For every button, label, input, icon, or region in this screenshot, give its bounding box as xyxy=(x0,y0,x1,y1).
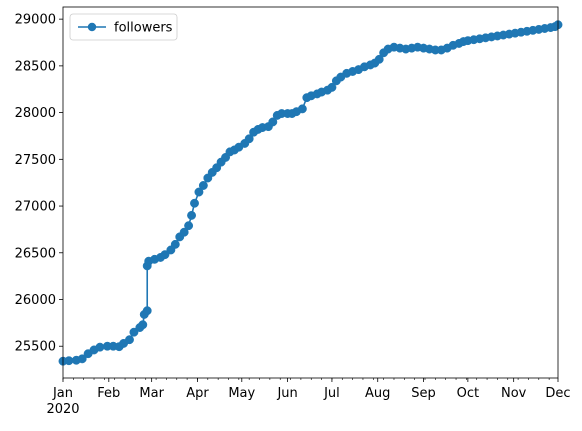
legend: followers xyxy=(69,13,178,41)
series-followers xyxy=(58,20,563,366)
y-tick-label-27500: 27500 xyxy=(15,153,56,168)
data-point xyxy=(64,356,74,366)
x-tick-label-apr: Apr xyxy=(186,386,209,401)
data-point xyxy=(187,210,197,220)
data-point xyxy=(194,187,204,197)
data-point xyxy=(327,82,337,92)
y-tick-label-25500: 25500 xyxy=(15,340,56,355)
legend-circle-marker xyxy=(87,22,97,32)
x-tick-label-jul: Jul xyxy=(323,386,340,401)
data-point xyxy=(142,306,152,316)
data-point xyxy=(297,104,307,114)
x-tick-label-sep: Sep xyxy=(411,386,436,401)
data-point xyxy=(374,54,384,64)
y-tick-label-27000: 27000 xyxy=(15,200,56,215)
data-point xyxy=(179,227,189,237)
x-tick-label-may: May xyxy=(228,386,255,401)
x-tick-label-mar: Mar xyxy=(139,386,164,401)
x-tick-label-oct: Oct xyxy=(457,386,479,401)
y-tick-label-29000: 29000 xyxy=(15,13,56,28)
data-point xyxy=(77,354,87,364)
x-year-label: 2020 xyxy=(46,402,79,417)
data-point xyxy=(95,342,105,352)
axes-layer: 25500 26000 26500 27000 27500 28000 28500 29000… xyxy=(15,13,571,417)
legend-box xyxy=(69,13,178,41)
y-tick-label-28500: 28500 xyxy=(15,59,56,74)
data-point xyxy=(190,198,199,208)
legend-label: followers xyxy=(114,21,173,36)
y-tick-label-28000: 28000 xyxy=(15,106,56,121)
x-tick-label-feb: Feb xyxy=(97,386,120,401)
data-point xyxy=(138,320,148,330)
plot-layer xyxy=(58,20,563,366)
series-line-followers xyxy=(62,24,559,362)
x-tick-label-jan: Jan xyxy=(52,386,73,401)
data-point xyxy=(268,117,278,127)
data-point xyxy=(170,239,180,249)
x-tick-label-jun: Jun xyxy=(276,386,297,401)
data-point xyxy=(244,134,254,144)
x-tick-label-dec: Dec xyxy=(545,386,570,401)
y-tick-label-26500: 26500 xyxy=(15,246,56,261)
x-tick-label-aug: Aug xyxy=(365,386,390,401)
data-point xyxy=(198,181,208,190)
data-point xyxy=(129,327,139,337)
data-point xyxy=(160,250,170,260)
data-point xyxy=(184,221,194,231)
x-tick-label-nov: Nov xyxy=(501,386,527,401)
data-point xyxy=(125,335,134,345)
axes-frame xyxy=(62,6,559,379)
y-tick-label-26000: 26000 xyxy=(15,293,56,308)
